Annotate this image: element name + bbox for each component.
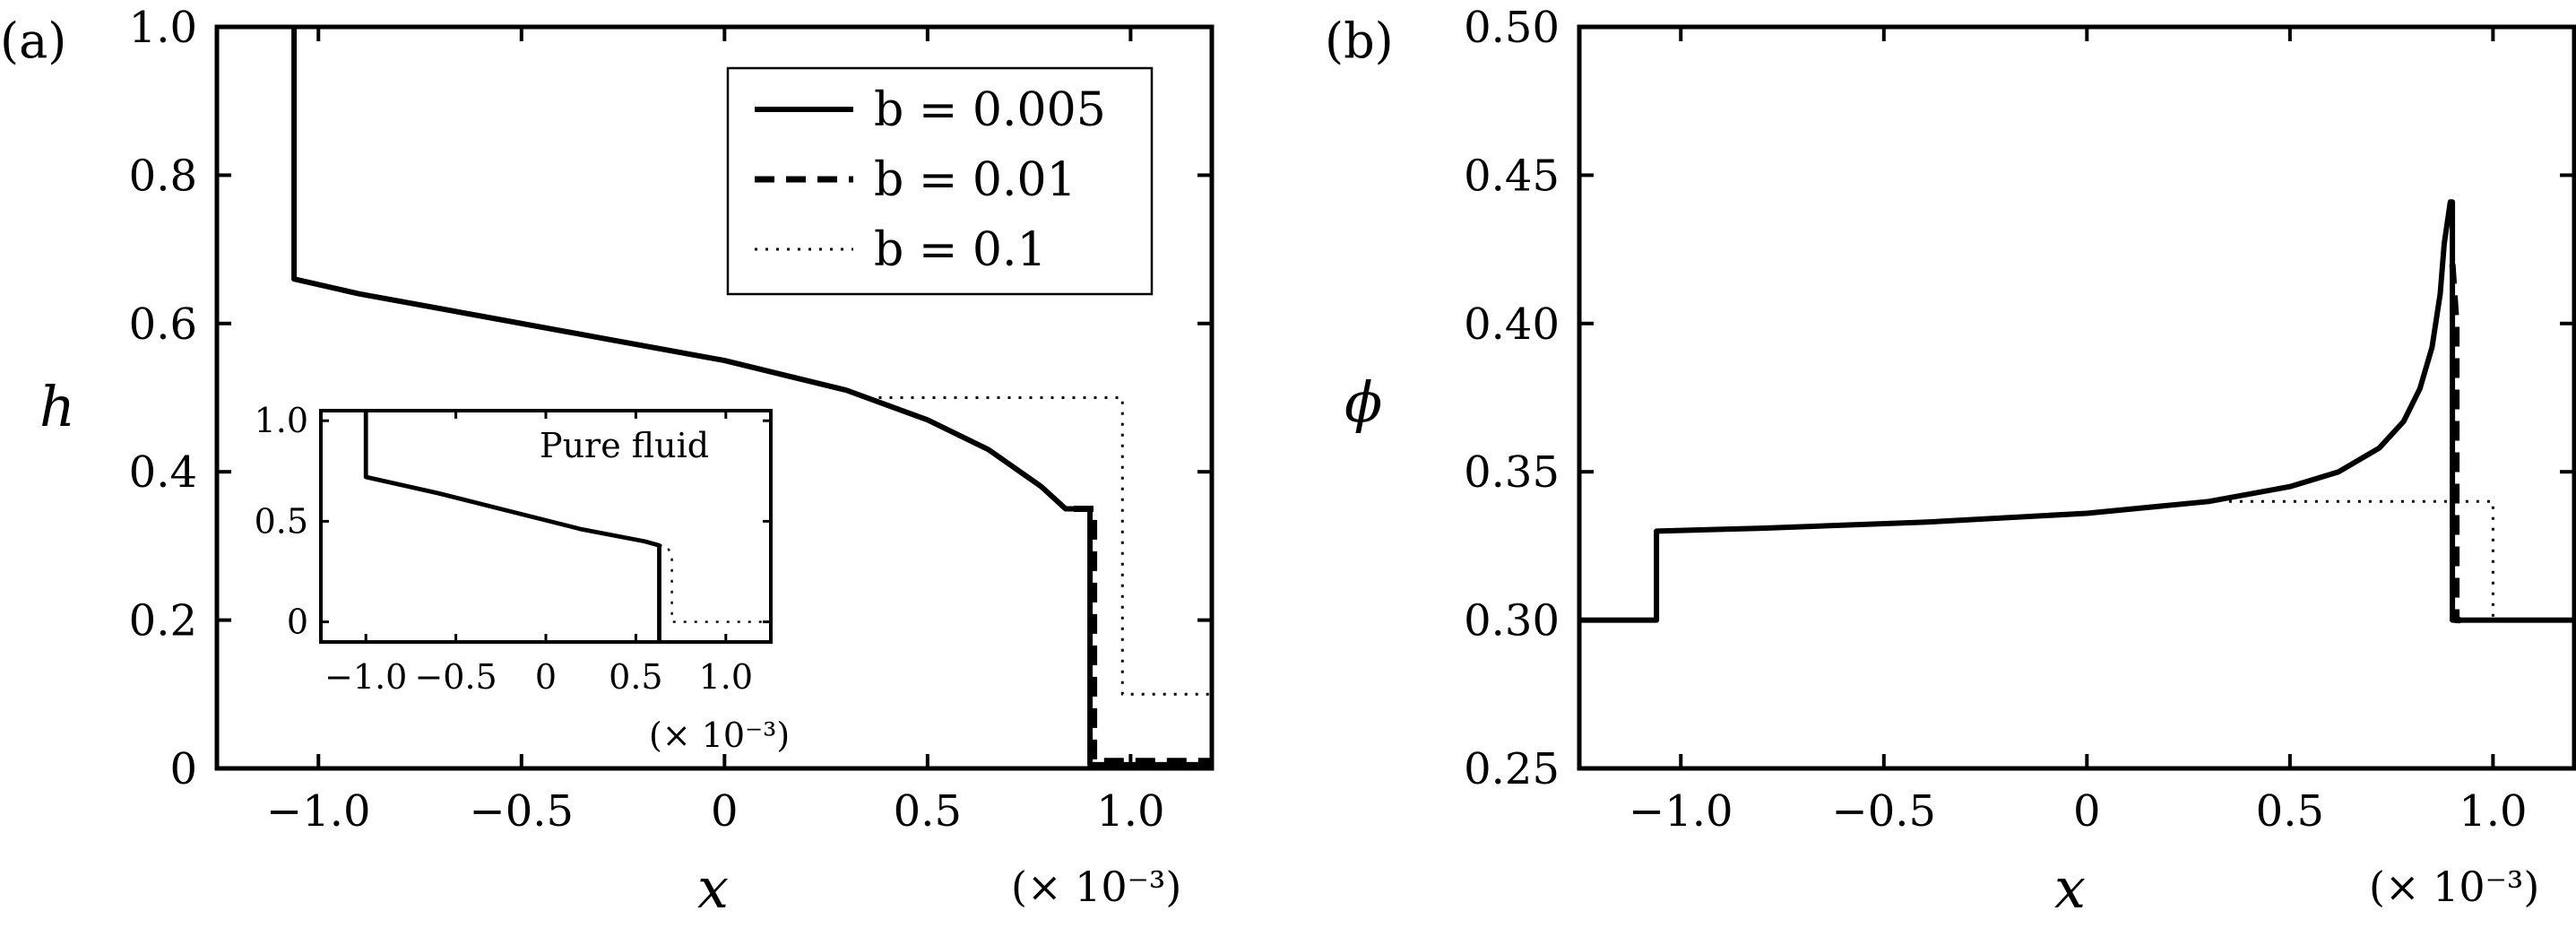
inset-series-solid-line [363, 411, 661, 642]
panel-a-label: (a) [0, 13, 66, 69]
inset-ticks: −1.0 −0.5 0 0.5 1.0 0 0.5 1.0 [255, 401, 771, 697]
panel-b-ytick-label: 0.30 [1464, 596, 1560, 646]
panel-b-series-solid-line [1579, 199, 2574, 623]
panel-a-series-dashed-line [1074, 506, 1212, 765]
panel-a-legend: b = 0.005 b = 0.01 b = 0.1 [726, 66, 1154, 296]
panel-a-ytick-label: 0.4 [129, 447, 197, 498]
inset-series [363, 411, 771, 642]
inset-annotation: Pure fluid [540, 426, 709, 465]
panel-b-series-dotted-line [2228, 499, 2502, 622]
inset-xtick-label: −1.0 [324, 657, 407, 697]
panel-a-x-multiplier: (× 10⁻³) [1011, 863, 1181, 911]
panel-b-xtick-label: −1.0 [1629, 786, 1733, 837]
panel-b-ytick-label: 0.45 [1464, 151, 1560, 201]
panel-a: (a) −1.0 −0.5 0 0.5 1.000.20.40.60.81.0 h x … [0, 3, 1215, 921]
panel-a-ytick-label: 0.6 [129, 299, 197, 350]
panel-b-ytick-label: 0.25 [1464, 744, 1560, 794]
panel-a-plot-frame [214, 24, 1215, 771]
panel-b-xtick-label: 0 [2073, 786, 2101, 837]
panel-b-ytick-label: 0.40 [1464, 299, 1560, 350]
panel-b: (b) −1.0 −0.5 0 0.5 1.0 0.25 0.30 0.35 0.40 0.45 0… [1325, 3, 2576, 921]
panel-b-ylabel: ϕ [1344, 369, 1382, 435]
panel-b-xtick-label: 1.0 [2459, 786, 2527, 837]
panel-b-plot-frame [1577, 24, 2576, 771]
panel-b-xlabel: x [2054, 855, 2086, 921]
inset-xtick-label: 0 [535, 657, 557, 697]
inset-xtick-label: −0.5 [414, 657, 497, 697]
panel-a-ytick-label: 0 [169, 744, 197, 794]
panel-a-xlabel: x [697, 855, 729, 921]
panel-b-label: (b) [1325, 13, 1394, 69]
panel-a-ytick-label: 1.0 [129, 3, 197, 53]
panel-b-x-multiplier: (× 10⁻³) [2369, 863, 2539, 911]
panel-b-series-dashed-line [2449, 264, 2461, 624]
panel-b-series [1579, 199, 2574, 624]
panel-a-ytick-label: 0.2 [129, 596, 197, 646]
panel-b-xtick-label: 0.5 [2256, 786, 2324, 837]
legend-label-b-001: b = 0.01 [874, 153, 1076, 207]
panel-a-ylabel: h [39, 374, 75, 439]
inset-xtick-label: 1.0 [699, 657, 753, 697]
panel-a-inset: −1.0 −0.5 0 0.5 1.0 0 0.5 1.0 Pure fluid (× 10⁻… [255, 401, 791, 755]
inset-xtick-label: 0.5 [609, 657, 662, 697]
panel-a-xtick-label: 0.5 [894, 786, 962, 837]
inset-background [321, 411, 771, 642]
inset-x-multiplier: (× 10⁻³) [649, 716, 790, 755]
panel-a-series-dotted-line [878, 396, 1212, 696]
panel-b-ytick-label: 0.35 [1464, 447, 1560, 498]
inset-ytick-label: 1.0 [255, 401, 308, 440]
panel-a-xtick-label: −0.5 [470, 786, 575, 837]
legend-label-b-0005: b = 0.005 [874, 83, 1106, 137]
panel-b-xtick-label: −0.5 [1832, 786, 1937, 837]
panel-b-ticks: −1.0 −0.5 0 0.5 1.0 0.25 0.30 0.35 0.40 0.45 0.50 [1464, 3, 2574, 837]
legend-label-b-01: b = 0.1 [874, 223, 1047, 277]
panel-a-ticks: −1.0 −0.5 0 0.5 1.000.20.40.60.81.0 [129, 3, 1212, 837]
panel-a-series [291, 27, 1212, 768]
inset-ytick-label: 0 [287, 603, 308, 642]
panel-b-ytick-label: 0.50 [1464, 3, 1560, 53]
panel-a-ytick-label: 0.8 [129, 151, 197, 201]
panel-a-series-solid-line [291, 27, 1212, 768]
panel-a-xtick-label: 0 [711, 786, 739, 837]
panel-a-xtick-label: 1.0 [1096, 786, 1164, 837]
panel-a-xtick-label: −1.0 [266, 786, 371, 837]
inset-ytick-label: 0.5 [255, 501, 308, 541]
